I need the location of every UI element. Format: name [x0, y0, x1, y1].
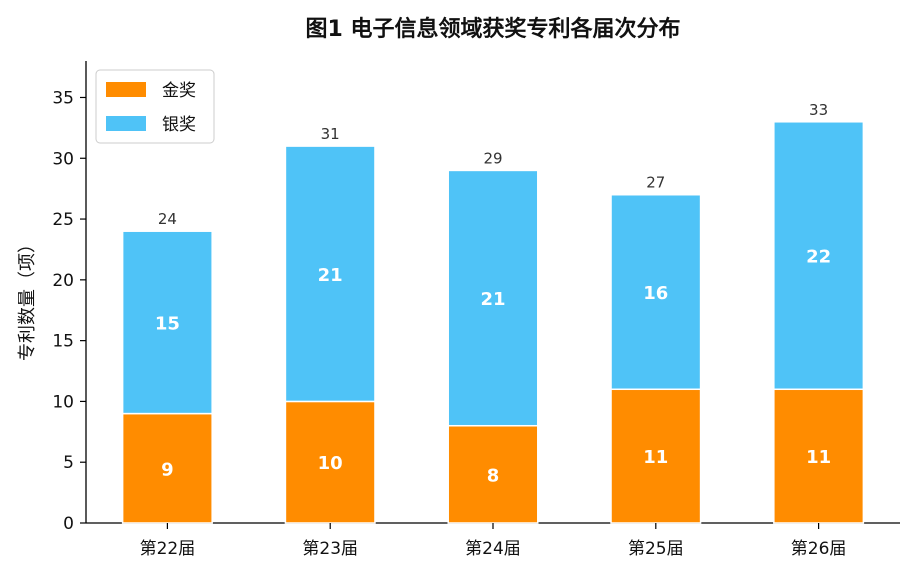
- bar-total-label: 33: [809, 101, 828, 119]
- y-axis-label: 专利数量（项）: [17, 235, 38, 361]
- bar-total-label: 29: [483, 149, 502, 167]
- bar-silver: [773, 121, 865, 391]
- bar-total-label: 31: [321, 125, 340, 143]
- bar-value-label: 11: [643, 447, 668, 468]
- bar-silver: [447, 169, 539, 427]
- y-tick-label: 0: [63, 514, 74, 534]
- x-tick-label: 第22届: [140, 539, 196, 559]
- legend-swatch: [106, 116, 146, 131]
- bar-value-label: 22: [806, 247, 831, 268]
- y-tick-label: 20: [52, 271, 74, 291]
- plot-area: 0 5 10 15 20 25 30 35 9 15 24 第22届 10 21 31 第23届 8 21 29 第2…: [52, 61, 900, 559]
- bar-value-label: 11: [806, 447, 831, 468]
- bar-value-label: 10: [318, 453, 343, 474]
- bar-value-label: 16: [643, 283, 668, 304]
- chart-title: 图1 电子信息领域获奖专利各届次分布: [306, 16, 681, 42]
- y-tick-label: 10: [52, 392, 74, 412]
- x-tick-label: 第25届: [628, 539, 684, 559]
- x-tick-label: 第23届: [302, 539, 358, 559]
- y-tick-label: 5: [63, 453, 74, 473]
- y-tick-label: 25: [52, 210, 74, 230]
- bar-total-label: 27: [646, 174, 665, 192]
- y-tick-label: 15: [52, 332, 74, 352]
- y-tick-label: 35: [52, 88, 74, 108]
- bar-value-label: 8: [487, 465, 500, 486]
- bar-silver: [610, 193, 702, 391]
- bar-gold: [447, 424, 539, 524]
- bar-silver: [284, 145, 376, 403]
- bar-gold: [610, 388, 702, 524]
- x-tick-label: 第26届: [791, 539, 847, 559]
- x-tick-label: 第24届: [465, 539, 521, 559]
- bar-value-label: 9: [161, 459, 174, 480]
- legend-swatch: [106, 82, 146, 97]
- bar-total-label: 24: [158, 210, 177, 228]
- legend-label: 银奖: [162, 115, 196, 135]
- bar-value-label: 21: [318, 265, 343, 286]
- bar-silver: [121, 230, 213, 415]
- bar-value-label: 21: [480, 289, 505, 310]
- bar-gold: [773, 388, 865, 524]
- legend-label: 金奖: [162, 81, 196, 101]
- bar-value-label: 15: [155, 313, 180, 334]
- y-tick-label: 30: [52, 149, 74, 169]
- legend-box: [95, 69, 215, 144]
